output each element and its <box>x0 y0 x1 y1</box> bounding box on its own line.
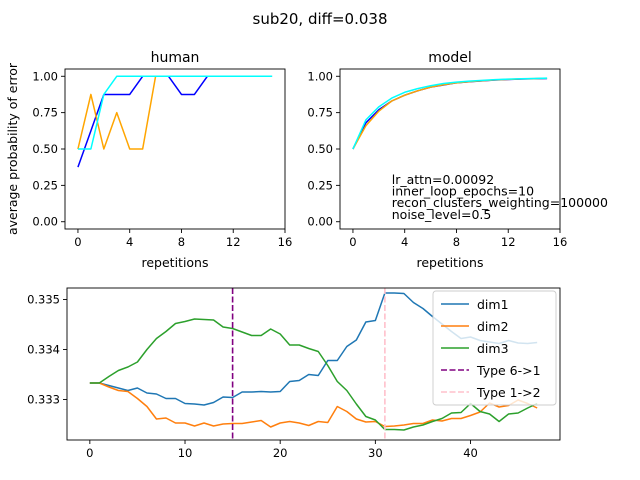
x-axis-label: repetitions <box>141 255 208 270</box>
x-tick-label: 40 <box>463 446 478 460</box>
dimension-panel: 0 10 20 30 40 0.333 0.334 0.335 dim1 dim2 dim3 Type… <box>27 287 561 460</box>
annotation-text: noise_level=0.5 <box>392 207 492 222</box>
x-tick-label: 20 <box>273 446 288 460</box>
y-tick-label: 0.00 <box>307 215 333 229</box>
legend-label: dim3 <box>477 341 509 356</box>
y-tick-label: 0.25 <box>307 178 333 192</box>
x-tick-label: 30 <box>368 446 383 460</box>
series-line-series-3 <box>77 75 273 150</box>
y-tick-label: 0.50 <box>32 142 58 156</box>
y-tick-label: 1.00 <box>32 69 58 83</box>
legend-label: Type 6->1 <box>476 363 541 378</box>
y-tick-label: 1.00 <box>307 69 333 83</box>
x-tick-label: 8 <box>178 235 185 249</box>
x-axis-label: repetitions <box>416 255 483 270</box>
x-tick-label: 10 <box>178 446 193 460</box>
y-tick-label: 0.334 <box>27 343 60 357</box>
x-tick-label: 8 <box>453 235 460 249</box>
axes-title: model <box>428 50 472 66</box>
x-tick-label: 0 <box>86 446 93 460</box>
series-line-series-3 <box>352 77 548 150</box>
y-tick-label: 0.75 <box>307 106 333 120</box>
x-tick-label: 0 <box>349 235 356 249</box>
legend-label: dim1 <box>477 297 509 312</box>
y-tick-label: 0.00 <box>32 215 58 229</box>
legend-label: dim2 <box>477 319 509 334</box>
axes-frame <box>66 287 561 441</box>
x-tick-label: 16 <box>553 235 568 249</box>
y-tick-label: 0.333 <box>27 393 60 407</box>
axes-title: human <box>151 50 200 66</box>
y-tick-label: 0.25 <box>32 178 58 192</box>
figure-title: sub20, diff=0.038 <box>253 10 388 28</box>
x-tick-label: 12 <box>501 235 516 249</box>
x-tick-label: 0 <box>74 235 81 249</box>
x-tick-label: 16 <box>278 235 293 249</box>
y-tick-label: 0.50 <box>307 142 333 156</box>
annotation-text: recon_clusters_weighting=100000 <box>392 195 608 210</box>
x-tick-label: 4 <box>401 235 408 249</box>
y-tick-label: 0.75 <box>32 106 58 120</box>
y-axis-label: average probability of error <box>5 62 20 235</box>
x-tick-label: 4 <box>126 235 133 249</box>
human-panel: 0 4 8 12 16 0.00 0.25 0.50 0.75 1.00 human repetiti… <box>5 50 292 270</box>
series-line-dim2 <box>89 382 538 428</box>
annotation-text: inner_loop_epochs=10 <box>392 184 534 199</box>
x-tick-label: 12 <box>226 235 241 249</box>
y-tick-label: 0.335 <box>27 293 60 307</box>
annotation-text: lr_attn=0.00092 <box>392 172 494 187</box>
series-line-dim3 <box>89 318 538 431</box>
model-panel: 0 4 8 12 16 0.00 0.25 0.50 0.75 1.00 model repetiti… <box>307 50 608 270</box>
legend-box <box>432 290 557 406</box>
legend-label: Type 1->2 <box>476 385 541 400</box>
